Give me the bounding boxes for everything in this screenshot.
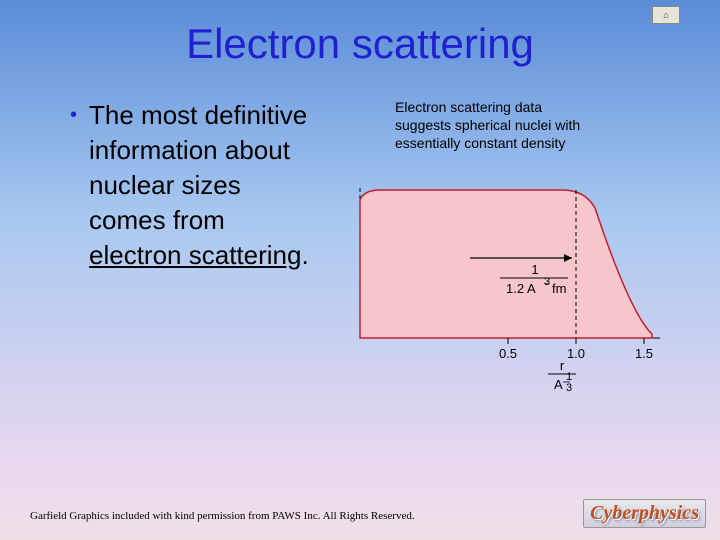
- density-curve: [360, 190, 652, 338]
- svg-text:1: 1: [531, 262, 538, 277]
- x-ticks: 0.5 1.0 1.5: [499, 338, 653, 361]
- svg-text:0.5: 0.5: [499, 346, 517, 361]
- svg-text:1.2 A: 1.2 A: [506, 281, 536, 296]
- bullet-text: The most definitive information about nu…: [89, 98, 310, 273]
- svg-text:3: 3: [566, 382, 572, 394]
- bullet-suffix: .: [301, 240, 308, 270]
- bullet-prefix: The most definitive information about nu…: [89, 100, 307, 235]
- cyberphysics-logo: Cyberphysics: [583, 499, 706, 528]
- density-profile-chart: 1 1.2 A 3 fm _ 0.5 1.0 1.5: [330, 108, 670, 398]
- footer-credit: Garfield Graphics included with kind per…: [30, 510, 415, 522]
- svg-text:1.0: 1.0: [567, 346, 585, 361]
- chart-column: Electron scattering data suggests spheri…: [310, 98, 690, 273]
- svg-text:_: _: [543, 275, 549, 284]
- bullet-column: • The most definitive information about …: [30, 98, 310, 273]
- svg-text:1.5: 1.5: [635, 346, 653, 361]
- svg-text:r: r: [560, 358, 565, 373]
- bullet-dot: •: [70, 104, 77, 127]
- svg-text:A: A: [554, 377, 563, 392]
- svg-text:fm: fm: [552, 281, 566, 296]
- bullet-underlined: electron scattering: [89, 240, 301, 270]
- content-row: • The most definitive information about …: [0, 98, 720, 273]
- bullet-item: • The most definitive information about …: [70, 98, 310, 273]
- corner-icon: ⌂: [652, 6, 680, 24]
- slide-title: Electron scattering: [0, 0, 720, 68]
- x-axis-label: r A 1 3: [548, 358, 576, 394]
